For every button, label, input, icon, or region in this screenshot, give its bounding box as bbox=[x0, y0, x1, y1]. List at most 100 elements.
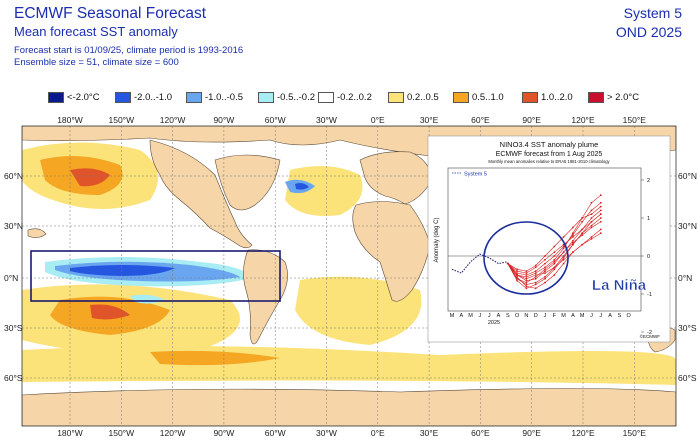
ensemble-member-point bbox=[562, 255, 565, 257]
inset-y-axis-label: Anomaly (deg C) bbox=[434, 217, 440, 262]
season-label: OND 2025 bbox=[615, 24, 682, 40]
ensemble-member-point bbox=[506, 262, 509, 265]
lon-label-bottom: 120°E bbox=[571, 428, 595, 438]
lon-label-bottom: 180°W bbox=[57, 428, 83, 438]
inset-y-tick-label: -1 bbox=[647, 292, 652, 298]
lon-label-top: 150°E bbox=[623, 115, 647, 125]
ensemble-member-point bbox=[599, 228, 602, 231]
hawaii-islands bbox=[27, 228, 47, 238]
inset-legend-label: System 5 bbox=[464, 172, 487, 178]
legend-swatch bbox=[115, 91, 131, 103]
inset-month-label: J bbox=[479, 313, 482, 319]
inset-month-label: M bbox=[580, 313, 585, 319]
ensemble-member-point bbox=[516, 274, 518, 276]
inset-year-label: 2025 bbox=[488, 320, 500, 326]
ensemble-member-point bbox=[599, 217, 602, 219]
lon-label-top: 30°E bbox=[420, 115, 439, 125]
la-nina-annotation: La Niña bbox=[592, 277, 647, 294]
figure-title: ECMWF Seasonal Forecast bbox=[14, 5, 207, 22]
ensemble-member-point bbox=[534, 276, 537, 278]
ensemble-member-point bbox=[534, 277, 537, 280]
lat-label-right: 60°N bbox=[678, 171, 697, 181]
land-masses bbox=[22, 126, 676, 426]
map-axis-labels: 180°W 180°W 150°W 150°W 120°W 120°W 90°W 90°W 60… bbox=[4, 115, 697, 438]
inset-month-label: N bbox=[524, 313, 528, 319]
ensemble-member-point bbox=[590, 236, 593, 238]
inset-month-label: J bbox=[488, 313, 491, 319]
lat-label-left: 60°S bbox=[4, 373, 23, 383]
ensemble-member-point bbox=[590, 217, 593, 219]
ensemble-member-point bbox=[544, 272, 546, 274]
lon-label-bottom: 30°E bbox=[420, 428, 439, 438]
ensemble-member-point bbox=[544, 266, 546, 269]
legend-swatch bbox=[453, 91, 469, 103]
ensemble-member-point bbox=[516, 272, 518, 274]
inset-month-label: S bbox=[506, 313, 510, 319]
ensemble-member-point bbox=[590, 213, 593, 216]
lon-label-top: 180°W bbox=[57, 115, 83, 125]
north-pacific-hot-spot bbox=[70, 168, 110, 187]
lon-label-bottom: 0°E bbox=[371, 428, 385, 438]
lon-label-bottom: 150°E bbox=[623, 428, 647, 438]
ensemble-member-point bbox=[534, 283, 537, 286]
ensemble-member-point bbox=[572, 241, 574, 244]
lat-label-left: 60°N bbox=[4, 171, 23, 181]
legend-label: <-2.0°C bbox=[67, 91, 100, 103]
africa bbox=[352, 201, 431, 302]
ensemble-member-point bbox=[534, 274, 537, 276]
lon-label-bottom: 30°W bbox=[316, 428, 337, 438]
legend-item: 0.2..0.5 bbox=[388, 90, 439, 104]
lon-label-top: 60°E bbox=[471, 115, 490, 125]
south-america bbox=[243, 249, 288, 345]
ensemble-member-point bbox=[525, 274, 528, 276]
ensemble-member-point bbox=[553, 251, 556, 254]
legend-swatch bbox=[258, 91, 274, 103]
ensemble-member-point bbox=[544, 270, 546, 273]
inset-month-label: M bbox=[468, 313, 473, 319]
legend-item: -0.2..0.2 bbox=[318, 90, 372, 104]
legend-item: > 2.0°C bbox=[588, 90, 639, 104]
ensemble-member-point bbox=[581, 228, 584, 231]
legend-label: 0.2..0.5 bbox=[407, 91, 439, 103]
legend-swatch bbox=[522, 91, 538, 103]
ensemble-member-point bbox=[534, 272, 537, 274]
lon-label-top: 90°E bbox=[522, 115, 541, 125]
ensemble-member-point bbox=[544, 268, 546, 271]
ensemble-member-point bbox=[525, 279, 528, 282]
ensemble-member-point bbox=[534, 281, 537, 284]
nino-region-box bbox=[30, 250, 281, 302]
ensemble-member-point bbox=[590, 226, 593, 229]
cold-anomaly-patches bbox=[45, 179, 315, 304]
inset-y-tick-label: -2 bbox=[647, 330, 652, 336]
ensemble-member-point bbox=[572, 234, 574, 237]
la-nina-highlight-circle bbox=[483, 221, 569, 295]
ensemble-member-point bbox=[544, 277, 546, 280]
ensemble-member-point bbox=[562, 245, 565, 248]
inset-month-label: J bbox=[590, 313, 593, 319]
inset-subtitle: ECMWF forecast from 1 Aug 2025 bbox=[496, 151, 603, 158]
ensemble-member-point bbox=[572, 243, 574, 246]
inset-note: Monthly mean anomalies relative to ERA5 … bbox=[488, 159, 610, 164]
ensemble-member-point bbox=[590, 201, 593, 204]
ensemble-member-point bbox=[581, 243, 584, 246]
legend-label: -0.5..-0.2 bbox=[277, 91, 316, 103]
lat-label-right: 30°S bbox=[678, 323, 697, 333]
legend-label: 1.0..2.0 bbox=[541, 91, 573, 103]
legend-label: -1.0..-0.5 bbox=[205, 91, 244, 103]
ensemble-member-point bbox=[544, 258, 546, 261]
ensemble-member-point bbox=[562, 247, 565, 250]
inset-credit: ©ECMWF bbox=[640, 333, 661, 339]
inset-plot-area bbox=[447, 167, 642, 312]
lon-label-bottom: 90°E bbox=[522, 428, 541, 438]
ensemble-member-point bbox=[590, 209, 593, 212]
inset-month-label: M bbox=[561, 313, 566, 319]
ensemble-member-point bbox=[553, 268, 556, 271]
ensemble-member-point bbox=[599, 201, 602, 204]
inset-title: NINO3.4 SST anomaly plume bbox=[500, 140, 599, 149]
ensemble-member-point bbox=[581, 232, 584, 235]
observed-series bbox=[451, 253, 508, 274]
inset-month-label: M bbox=[450, 313, 455, 319]
ensemble-member-point bbox=[534, 287, 537, 290]
legend-item: -1.0..-0.5 bbox=[186, 90, 243, 104]
